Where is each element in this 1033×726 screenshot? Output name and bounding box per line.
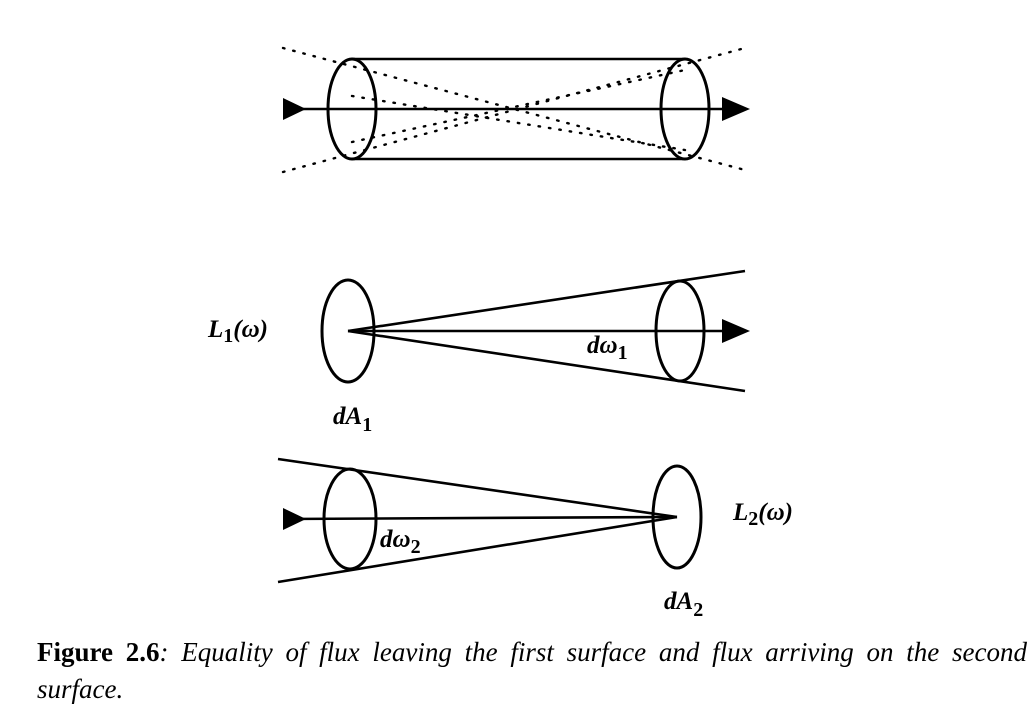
- arrow-in-icon: [283, 508, 306, 530]
- panel-flux-leaving: L1(ω) dω1 dA1: [207, 269, 750, 436]
- dotted-ray: [350, 94, 687, 152]
- arrow-out-icon: [722, 97, 750, 121]
- cone-lower-edge: [277, 515, 678, 584]
- figure-caption-text: : Equality of flux leaving the first sur…: [37, 637, 1027, 704]
- area-dA1-label: dA1: [333, 403, 372, 436]
- radiance-L1-label: L1(ω): [207, 316, 268, 347]
- figure-caption: Figure 2.6: Equality of flux leaving the…: [37, 634, 1027, 708]
- solid-angle-dw2-label: dω2: [380, 526, 421, 558]
- central-ray: [282, 515, 678, 521]
- arrow-out-icon: [722, 319, 750, 343]
- cone-lower-edge: [347, 329, 746, 393]
- dotted-ray: [350, 68, 687, 144]
- flux-diagram: L1(ω) dω1 dA1 L2(ω) dω2 dA2: [207, 46, 793, 621]
- area-dA2-label: dA2: [664, 588, 703, 621]
- cone-upper-edge: [277, 457, 678, 519]
- dotted-ray: [281, 46, 747, 172]
- dotted-ray: [281, 46, 747, 174]
- panel-flux-arriving: L2(ω) dω2 dA2: [277, 457, 793, 621]
- arrow-in-icon: [283, 98, 306, 120]
- panel-ray-tube: [281, 46, 750, 174]
- radiance-L2-label: L2(ω): [732, 499, 793, 530]
- cone-upper-edge: [347, 269, 746, 333]
- solid-angle-dw1-label: dω1: [587, 332, 628, 364]
- figure-caption-label: Figure 2.6: [37, 637, 160, 667]
